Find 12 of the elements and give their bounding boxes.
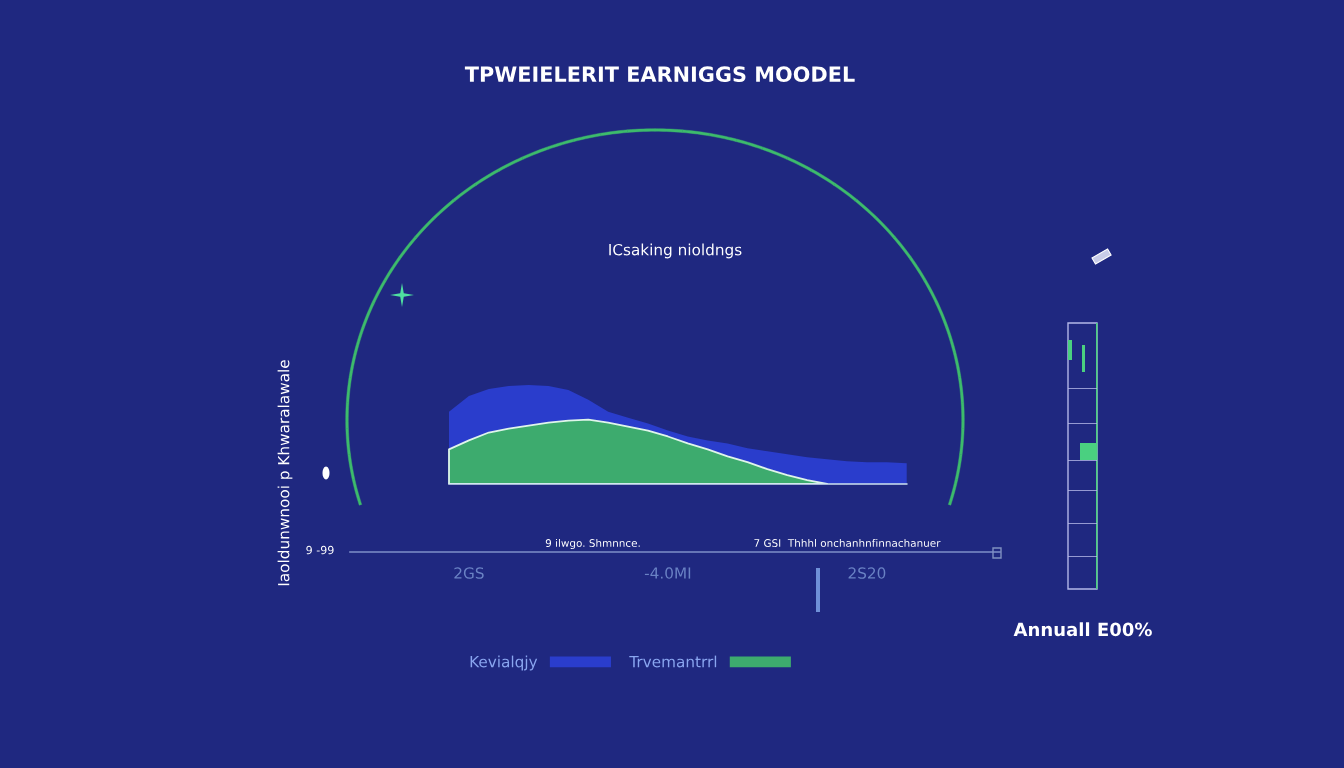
text: 9 -99 bbox=[306, 545, 334, 555]
text: Annuall E00% bbox=[1013, 622, 1152, 637]
chart-title: TPWEIELERIT EARNIGGS MOODEL bbox=[464, 66, 855, 83]
legend-label: Trvemantrrl bbox=[629, 655, 717, 668]
x-tick-label: 2GS bbox=[454, 567, 484, 579]
legend-label: Kevialqjy bbox=[470, 655, 538, 671]
chart-subtitle: ICsaking nioldngs bbox=[609, 243, 742, 259]
text: Iaoldunwnooi p Khwaralawale bbox=[277, 360, 293, 586]
text: 7 GSI Thhhl onchanhnfinnachanuer bbox=[754, 538, 941, 547]
text: 9 ilwgo. Shmnnce. bbox=[545, 538, 640, 549]
x-tick-label: -4.0MI bbox=[644, 567, 691, 579]
x-tick-label: 2S20 bbox=[848, 567, 886, 579]
